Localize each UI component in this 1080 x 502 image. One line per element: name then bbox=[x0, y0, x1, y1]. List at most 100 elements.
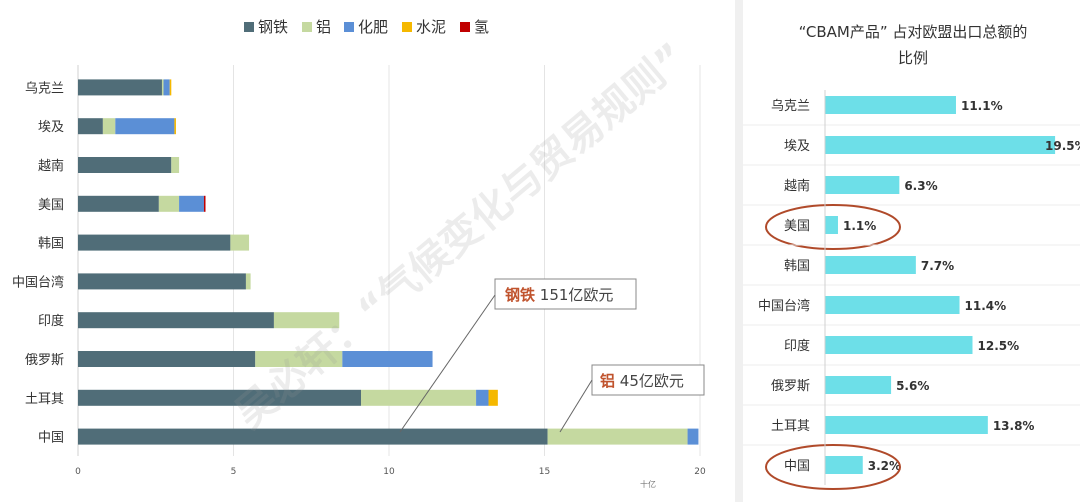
steel-callout: 钢铁 151亿欧元 bbox=[399, 278, 637, 433]
x-tick-label: 0 bbox=[75, 467, 81, 477]
callout-leader bbox=[399, 294, 496, 433]
callout-box bbox=[494, 278, 637, 310]
value-label: 11.4% bbox=[965, 299, 1007, 313]
value-label: 12.5% bbox=[978, 339, 1020, 353]
bar-segment bbox=[171, 157, 180, 173]
category-label: 中国 bbox=[784, 459, 810, 474]
value-label: 19.5% bbox=[1045, 139, 1080, 153]
legend-label: 铝 bbox=[316, 18, 331, 36]
category-label: 乌克兰 bbox=[771, 98, 810, 114]
legend-swatch bbox=[244, 22, 254, 32]
legend-label: 氢 bbox=[474, 18, 489, 36]
share-bar bbox=[825, 216, 838, 234]
highlight-circle bbox=[765, 444, 901, 490]
chart-title-line1: “CBAM产品” 占对欧盟出口总额的 bbox=[799, 23, 1028, 41]
category-label: 印度 bbox=[38, 313, 64, 329]
x-unit-label: 十亿 bbox=[640, 479, 656, 489]
value-label: 7.7% bbox=[921, 259, 954, 273]
legend-swatch bbox=[460, 22, 470, 32]
legend-swatch bbox=[402, 22, 412, 32]
bar-segment bbox=[78, 234, 231, 251]
category-label: 越南 bbox=[38, 158, 64, 174]
bar-segment bbox=[245, 273, 251, 290]
value-label: 3.2% bbox=[868, 459, 901, 473]
callout-text: 铝 45亿欧元 bbox=[600, 372, 684, 390]
bar-segment bbox=[273, 312, 340, 329]
bar-segment bbox=[488, 389, 498, 406]
bar-segment bbox=[78, 195, 159, 212]
bar-segment bbox=[169, 79, 172, 96]
legend-swatch bbox=[344, 22, 354, 32]
x-tick-label: 10 bbox=[383, 467, 395, 477]
legend-label: 水泥 bbox=[416, 18, 446, 36]
x-tick-label: 5 bbox=[231, 467, 237, 477]
panel-divider bbox=[735, 0, 743, 502]
category-label: 土耳其 bbox=[25, 392, 64, 407]
share-bar bbox=[825, 136, 1056, 154]
bar-segment bbox=[476, 389, 489, 406]
bar-segment bbox=[361, 389, 477, 406]
x-tick-label: 20 bbox=[694, 467, 706, 477]
left-chart-panel: 0 5 10 15 20 十亿 钢铁 铝 化肥 水泥 氢乌克兰埃及越南美国韩国中国台湾印度俄罗斯土耳… bbox=[11, 18, 706, 489]
bar-segment bbox=[102, 118, 116, 135]
bar-segment bbox=[78, 312, 274, 329]
bar-segment bbox=[78, 79, 162, 96]
category-label: 俄罗斯 bbox=[25, 353, 64, 368]
category-label: 中国 bbox=[38, 431, 64, 446]
bar-segment bbox=[163, 79, 170, 96]
share-bar bbox=[825, 176, 900, 194]
callout-text: 钢铁 151亿欧元 bbox=[505, 286, 613, 304]
bar-segment bbox=[78, 351, 256, 367]
legend: 钢铁 铝 化肥 水泥 氢 bbox=[244, 18, 489, 36]
category-label: 韩国 bbox=[38, 237, 64, 252]
category-label: 乌克兰 bbox=[25, 80, 64, 96]
value-label: 5.6% bbox=[896, 379, 929, 393]
bar-segment bbox=[547, 428, 688, 445]
highlight-circle bbox=[765, 204, 901, 250]
chart-title-line2: 比例 bbox=[898, 49, 928, 67]
category-label: 韩国 bbox=[784, 259, 810, 274]
bar-segment bbox=[78, 273, 246, 290]
bar-segment bbox=[115, 118, 175, 135]
share-bar bbox=[825, 256, 916, 274]
share-bar bbox=[825, 96, 956, 114]
legend-label: 化肥 bbox=[358, 18, 388, 36]
category-label: 中国台湾 bbox=[12, 274, 64, 290]
bar-segment bbox=[203, 195, 206, 212]
category-label: 俄罗斯 bbox=[771, 379, 810, 394]
bar-segment bbox=[687, 428, 699, 445]
share-bar bbox=[825, 416, 988, 434]
legend-swatch bbox=[302, 22, 312, 32]
bar-segment bbox=[78, 428, 548, 445]
bar-segment bbox=[78, 389, 362, 406]
bar-segment bbox=[174, 118, 176, 135]
bar-segment bbox=[161, 79, 164, 96]
value-label: 6.3% bbox=[904, 179, 937, 193]
bar-segment bbox=[342, 351, 433, 367]
value-label: 1.1% bbox=[843, 219, 876, 233]
category-label: 埃及 bbox=[784, 139, 810, 154]
bar-segment bbox=[230, 234, 250, 251]
category-label: 美国 bbox=[38, 198, 64, 213]
x-tick-label: 15 bbox=[539, 467, 550, 477]
share-bar bbox=[825, 336, 973, 354]
bar-segment bbox=[78, 118, 103, 135]
aluminium-callout: 铝 45亿欧元 bbox=[559, 364, 705, 433]
callout-leader bbox=[559, 379, 593, 433]
category-label: 越南 bbox=[784, 178, 810, 194]
category-label: 印度 bbox=[784, 338, 810, 354]
bar-segment bbox=[158, 195, 180, 212]
category-label: 中国台湾 bbox=[758, 298, 810, 314]
share-bar bbox=[825, 376, 892, 394]
share-bar bbox=[825, 296, 960, 314]
legend-label: 钢铁 bbox=[258, 18, 288, 36]
bar-segment bbox=[255, 351, 343, 367]
bar-segment bbox=[78, 157, 172, 173]
share-bar bbox=[825, 456, 863, 474]
category-label: 埃及 bbox=[38, 120, 64, 135]
value-label: 13.8% bbox=[993, 419, 1035, 433]
bar-segment bbox=[179, 195, 204, 212]
category-label: 土耳其 bbox=[771, 419, 810, 434]
